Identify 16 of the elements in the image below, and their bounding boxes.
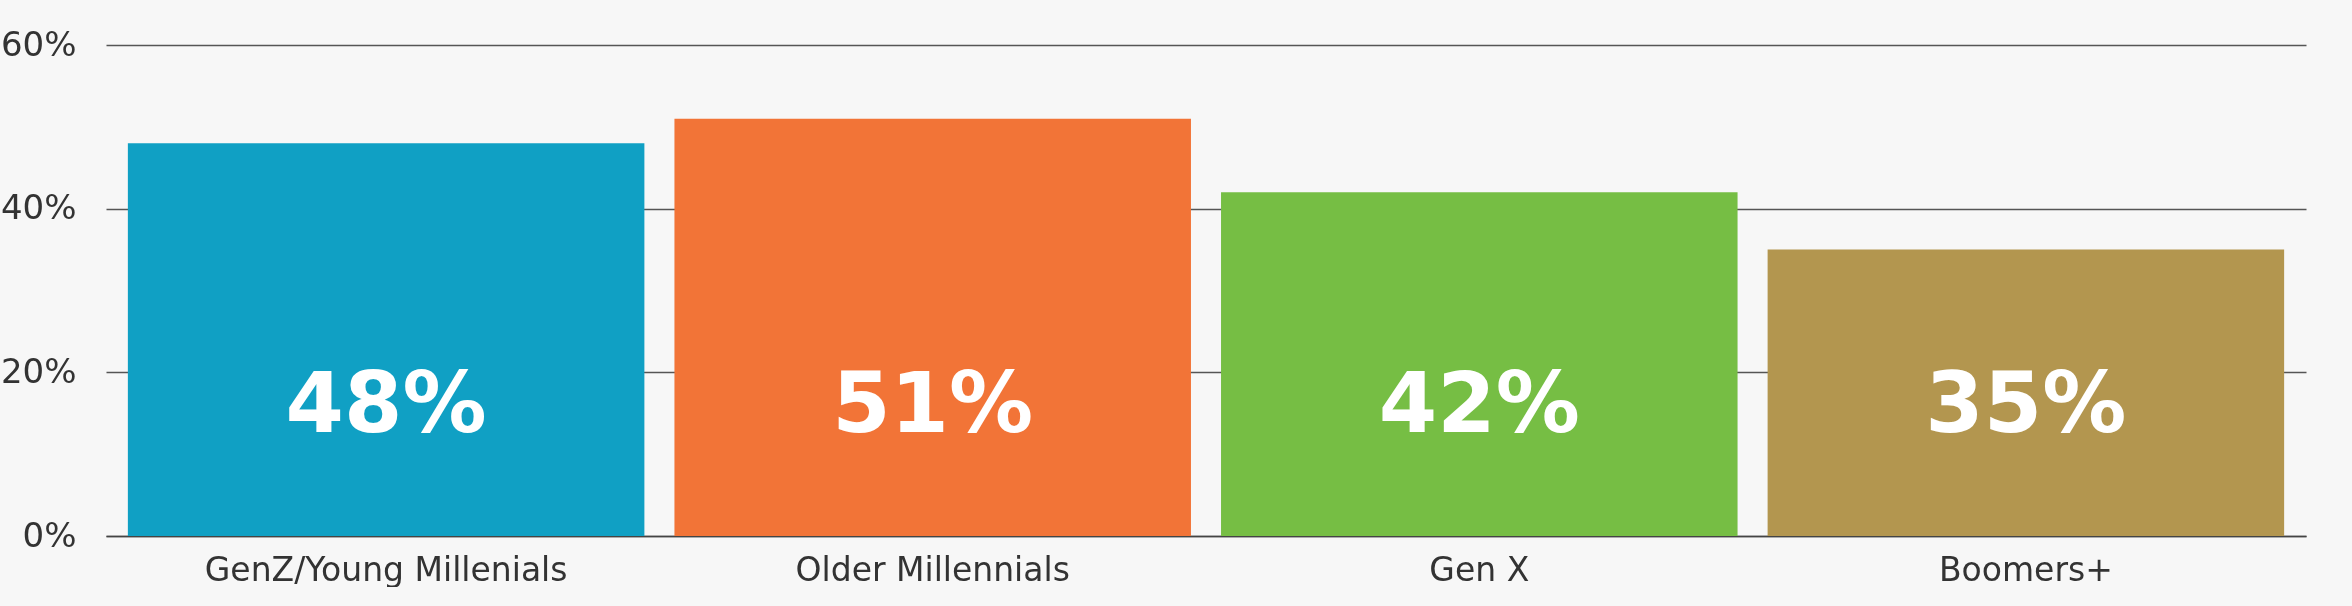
bar bbox=[1221, 192, 1738, 536]
x-tick-label: Boomers+ bbox=[1938, 549, 2113, 589]
x-tick-label: Older Millennials bbox=[795, 549, 1070, 589]
x-tick-label: GenZ/Young Millenials bbox=[204, 549, 568, 589]
data-label: 51% bbox=[832, 354, 1034, 452]
y-tick-label: 20% bbox=[0, 350, 77, 391]
bar bbox=[674, 118, 1191, 536]
data-label: 35% bbox=[1925, 354, 2127, 452]
bar bbox=[127, 143, 645, 536]
x-tick-label: Gen X bbox=[1429, 549, 1530, 589]
y-tick-label: 0% bbox=[22, 514, 77, 555]
bar bbox=[1767, 249, 2285, 536]
y-tick-label: 60% bbox=[0, 23, 77, 64]
data-label: 42% bbox=[1378, 354, 1580, 452]
y-tick-label: 40% bbox=[0, 187, 77, 228]
data-label: 48% bbox=[285, 354, 487, 452]
